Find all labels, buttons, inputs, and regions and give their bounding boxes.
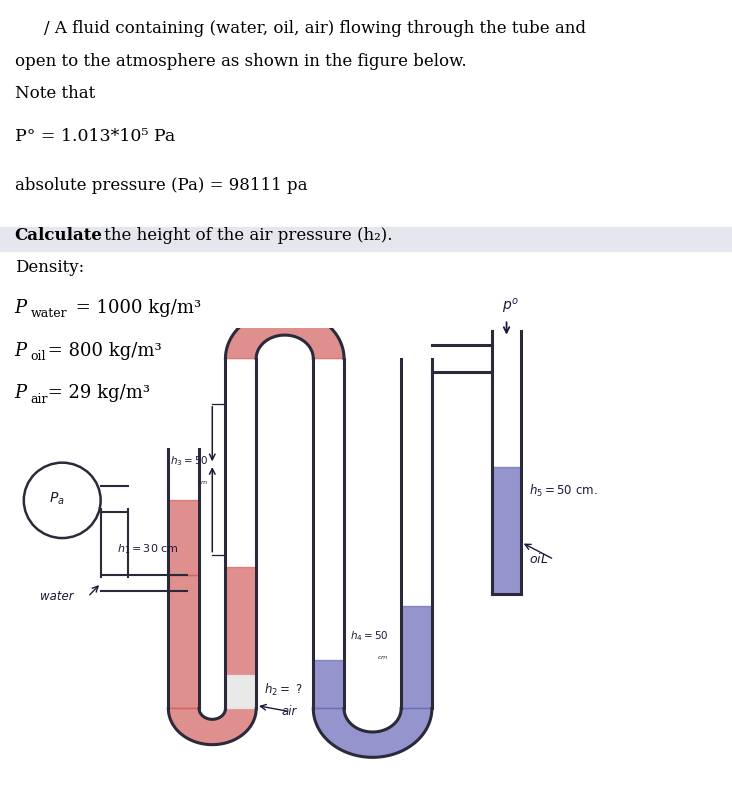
Text: air: air [282, 705, 297, 718]
Text: water: water [31, 307, 67, 320]
Text: $h_1=30$ cm: $h_1=30$ cm [117, 542, 179, 556]
Text: = 29 kg/m³: = 29 kg/m³ [42, 384, 151, 402]
Text: air: air [31, 393, 48, 406]
Text: $oiL$: $oiL$ [529, 552, 548, 566]
Text: absolute pressure (Pa) = 98111 pa: absolute pressure (Pa) = 98111 pa [15, 178, 307, 195]
Text: $h_4=50$: $h_4=50$ [350, 629, 389, 643]
Text: $_{cm}$: $_{cm}$ [378, 653, 389, 662]
Text: / A fluid containing (water, oil, air) flowing through the tube and: / A fluid containing (water, oil, air) f… [44, 19, 586, 36]
Text: P° = 1.013*10⁵ Pa: P° = 1.013*10⁵ Pa [15, 128, 175, 145]
Text: open to the atmosphere as shown in the figure below.: open to the atmosphere as shown in the f… [15, 53, 466, 70]
Text: = 800 kg/m³: = 800 kg/m³ [42, 341, 162, 359]
Text: Calculate: Calculate [15, 226, 102, 243]
Polygon shape [168, 709, 256, 744]
Text: = 1000 kg/m³: = 1000 kg/m³ [70, 299, 201, 317]
Polygon shape [225, 310, 344, 358]
Text: P: P [15, 341, 27, 359]
Bar [0, 226, 732, 251]
Polygon shape [313, 709, 432, 757]
Text: water: water [40, 590, 74, 603]
Text: $p^o$: $p^o$ [501, 298, 519, 316]
Ellipse shape [23, 462, 101, 538]
Text: the height of the air pressure (h₂).: the height of the air pressure (h₂). [99, 226, 392, 243]
Text: $h_2 = $ ?: $h_2 = $ ? [264, 682, 302, 698]
Text: oil: oil [31, 350, 46, 363]
Text: $P_a$: $P_a$ [49, 491, 65, 507]
Text: $h_5 = 50$ cm.: $h_5 = 50$ cm. [529, 483, 597, 499]
Text: $h_3=50$: $h_3=50$ [170, 454, 209, 468]
Text: P: P [15, 384, 27, 402]
Text: Density:: Density: [15, 260, 84, 277]
Text: $_{cm}$: $_{cm}$ [198, 478, 209, 487]
Text: Note that: Note that [15, 85, 95, 102]
Text: P: P [15, 299, 27, 317]
